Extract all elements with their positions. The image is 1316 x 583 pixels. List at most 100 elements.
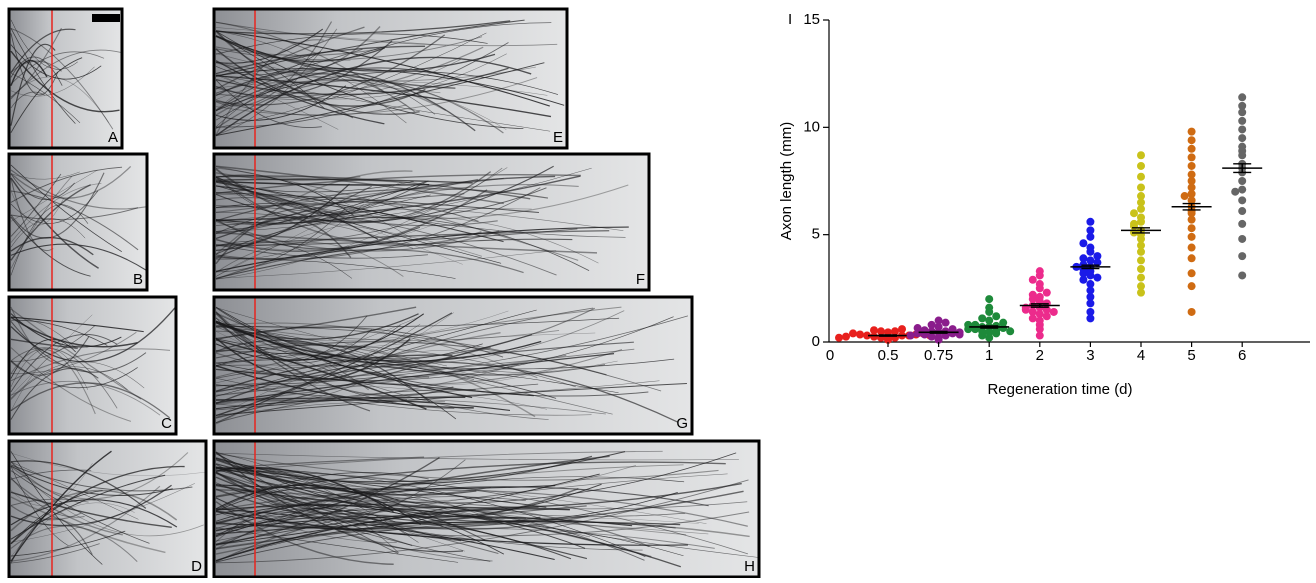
data-point [1093, 252, 1101, 260]
y-axis-label: Axon length (mm) [778, 122, 795, 240]
micrograph: E [214, 9, 567, 148]
tissue-background [9, 297, 176, 434]
y-tick-label: 10 [803, 118, 820, 135]
x-tick-label: 5 [1187, 347, 1195, 364]
data-point [1137, 274, 1145, 282]
data-point [1043, 289, 1051, 297]
data-point [1006, 327, 1014, 335]
figure: A B C D E F G H I Regeneration time (d) Axon le… [0, 0, 1316, 578]
data-point [1188, 128, 1196, 136]
panel-label: E [553, 129, 563, 146]
data-point [1188, 162, 1196, 170]
data-point [1188, 171, 1196, 179]
panel-label: B [133, 271, 143, 288]
data-point [1086, 280, 1094, 288]
data-point [942, 319, 950, 327]
data-point [1029, 291, 1037, 299]
data-point [978, 314, 986, 322]
data-point [1188, 269, 1196, 277]
data-point [835, 334, 843, 342]
data-point [1238, 134, 1246, 142]
micrograph: D [9, 441, 206, 577]
data-point [1079, 239, 1087, 247]
data-point [1137, 282, 1145, 290]
data-point [1036, 293, 1044, 301]
data-point [1188, 282, 1196, 290]
data-point [1050, 308, 1058, 316]
micrograph: C [9, 297, 176, 434]
data-point [1188, 244, 1196, 252]
data-point [891, 327, 899, 335]
data-point [1238, 147, 1246, 155]
data-point [877, 327, 885, 335]
x-tick-label: 0.5 [878, 347, 899, 364]
data-point [1238, 196, 1246, 204]
data-point [1188, 153, 1196, 161]
data-point [856, 330, 864, 338]
data-point [1238, 125, 1246, 133]
micrograph: F [214, 154, 649, 290]
panel-label: H [744, 558, 755, 575]
data-point [1137, 265, 1145, 273]
page: {"panels": [ {"label": "A"}, {"label": "… [0, 0, 1316, 578]
micrograph-panels: A B C D E F G H [9, 9, 759, 577]
panel-label: A [108, 129, 118, 146]
data-point [935, 317, 943, 325]
y-tick-label: 0 [812, 333, 820, 350]
data-point [1086, 244, 1094, 252]
x-origin-label: 0 [826, 347, 834, 364]
x-tick-label: 3 [1086, 347, 1094, 364]
data-point [870, 326, 878, 334]
scale-bar [92, 14, 120, 22]
data-point [1137, 173, 1145, 181]
data-point [1086, 308, 1094, 316]
panel-label: D [191, 558, 202, 575]
data-point [1086, 226, 1094, 234]
data-point [1238, 117, 1246, 125]
data-point [1036, 267, 1044, 275]
data-point [1188, 145, 1196, 153]
data-point [1137, 151, 1145, 159]
data-point [1137, 213, 1145, 221]
micrograph: G [214, 297, 692, 434]
data-point [1188, 308, 1196, 316]
data-point [999, 319, 1007, 327]
data-point [1238, 220, 1246, 228]
data-point [842, 333, 850, 341]
data-point [898, 325, 906, 333]
data-point [1036, 280, 1044, 288]
panel-label: C [161, 415, 172, 432]
dot-plot: I Regeneration time (d) Axon length (mm)… [778, 11, 1310, 398]
data-point [928, 321, 936, 329]
panel-label: F [636, 271, 645, 288]
x-tick-label: 0.75 [924, 347, 953, 364]
data-point [1086, 256, 1094, 264]
data-point [1188, 254, 1196, 262]
data-point [914, 324, 922, 332]
x-tick-label: 1 [985, 347, 993, 364]
data-point [1188, 136, 1196, 144]
data-point [992, 312, 1000, 320]
data-point [985, 317, 993, 325]
y-tick-label: 5 [812, 226, 820, 243]
data-point [1238, 207, 1246, 215]
data-point [1029, 276, 1037, 284]
micrograph: H [214, 441, 759, 577]
data-point [907, 332, 915, 340]
data-point [1130, 209, 1138, 217]
data-point [1137, 183, 1145, 191]
panel-label: I [788, 11, 792, 28]
panel-label: G [676, 415, 688, 432]
micrograph: A [9, 9, 122, 148]
data-point [1130, 220, 1138, 228]
data-point [1181, 192, 1189, 200]
data-point [1238, 271, 1246, 279]
data-point [1137, 256, 1145, 264]
x-tick-label: 4 [1137, 347, 1145, 364]
data-point [1137, 162, 1145, 170]
data-point [1238, 177, 1246, 185]
x-axis-label: Regeneration time (d) [987, 381, 1132, 398]
data-point [1188, 233, 1196, 241]
data-point [1086, 218, 1094, 226]
y-tick-label: 15 [803, 11, 820, 28]
